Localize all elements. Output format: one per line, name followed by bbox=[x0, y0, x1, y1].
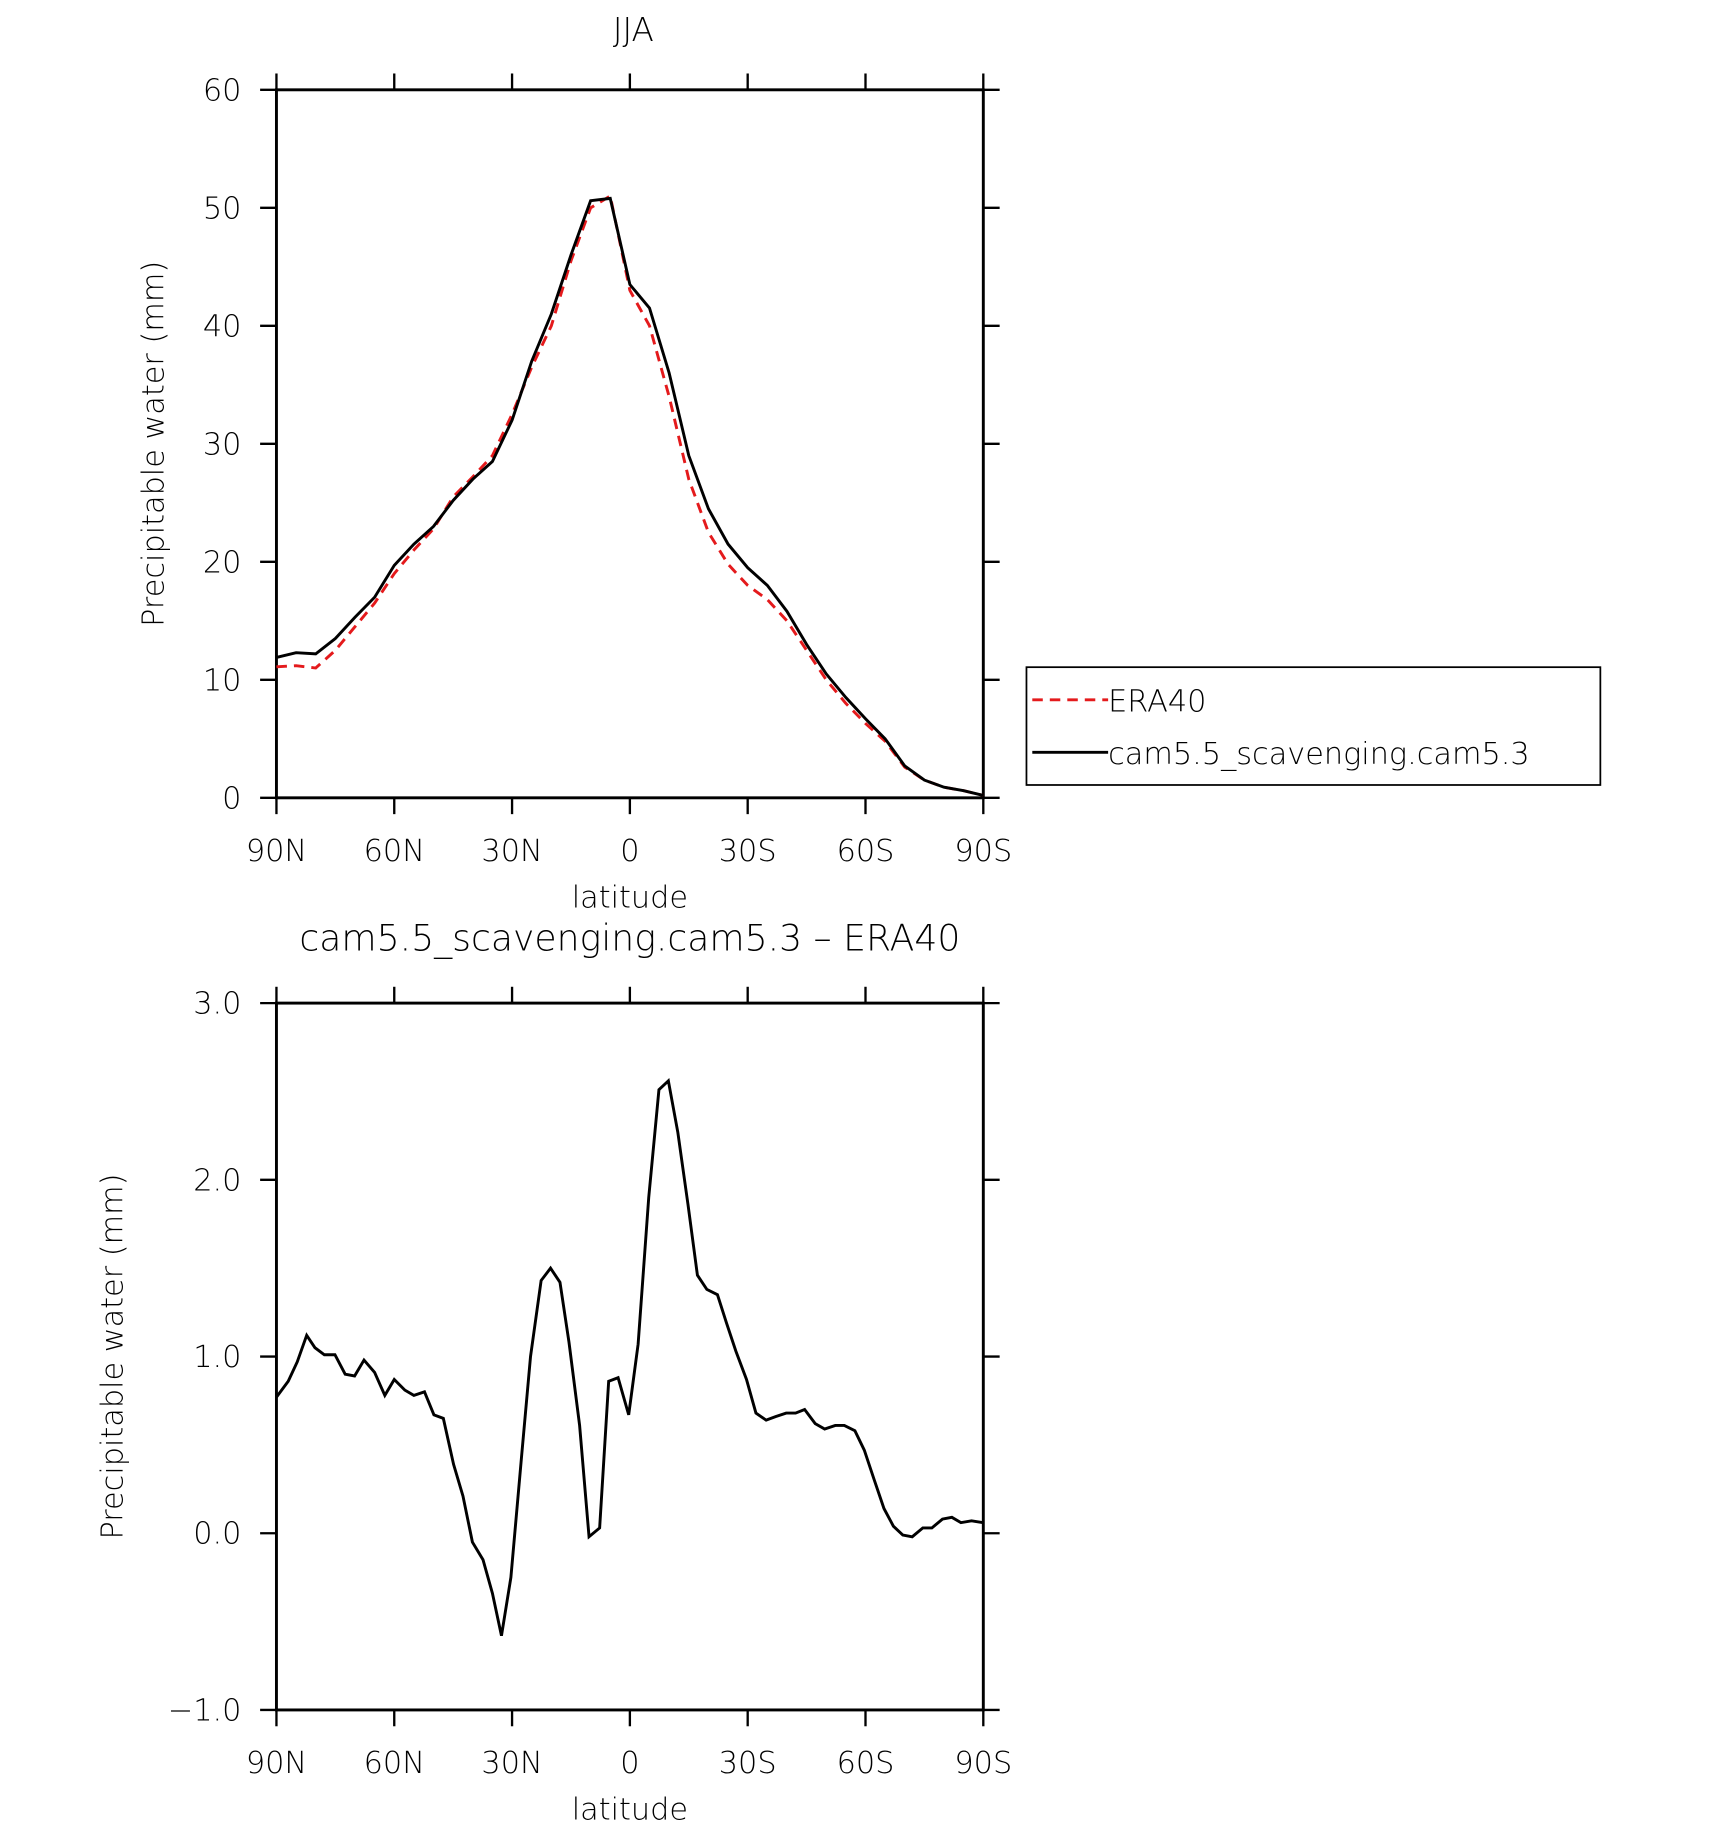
x-tick-label: 60N bbox=[364, 834, 425, 869]
x-tick-label: 90S bbox=[954, 1746, 1012, 1781]
x-axis-label: latitude bbox=[572, 1793, 688, 1828]
y-tick-label: 50 bbox=[203, 191, 242, 226]
x-tick-label: 30N bbox=[481, 1746, 542, 1781]
plot-frame bbox=[274, 1001, 985, 1712]
x-tick-label: 90N bbox=[246, 1746, 307, 1781]
data-line bbox=[275, 1077, 984, 1637]
x-tick-label: 90N bbox=[246, 834, 307, 869]
y-tick-label: 0.0 bbox=[193, 1517, 241, 1552]
y-tick-label: 3.0 bbox=[193, 987, 241, 1022]
x-tick-label: 30S bbox=[719, 1746, 777, 1781]
x-tick-label: 0 bbox=[620, 1746, 639, 1781]
x-tick-label: 60S bbox=[837, 834, 895, 869]
y-tick-label: 1.0 bbox=[193, 1340, 241, 1375]
plot-frame bbox=[274, 88, 985, 800]
data-line bbox=[276, 196, 984, 797]
y-tick-label: 60 bbox=[203, 73, 242, 108]
y-tick-label: 20 bbox=[203, 545, 242, 580]
y-tick-label: 30 bbox=[203, 427, 242, 462]
x-tick-label: 60S bbox=[837, 1746, 895, 1781]
y-tick-label: 0 bbox=[222, 781, 241, 816]
legend-label: ERA40 bbox=[1108, 685, 1206, 720]
y-tick-label: 40 bbox=[203, 309, 242, 344]
chart-title: JJA bbox=[613, 11, 654, 49]
x-tick-label: 0 bbox=[620, 834, 639, 869]
x-tick-label: 30N bbox=[481, 834, 542, 869]
y-axis-label: Precipitable water (mm) bbox=[95, 1173, 130, 1539]
legend-label: cam5.5_scavenging.cam5.3 bbox=[1108, 737, 1530, 772]
x-tick-label: 30S bbox=[719, 834, 777, 869]
x-axis-label: latitude bbox=[572, 880, 688, 915]
chart-title: cam5.5_scavenging.cam5.3 – ERA40 bbox=[299, 917, 960, 960]
y-tick-label: 10 bbox=[203, 663, 242, 698]
x-tick-label: 60N bbox=[364, 1746, 425, 1781]
data-line bbox=[276, 193, 984, 797]
legend-box bbox=[1025, 666, 1602, 786]
y-axis-label: Precipitable water (mm) bbox=[136, 261, 171, 627]
y-tick-label: 2.0 bbox=[193, 1163, 241, 1198]
y-tick-label: −1.0 bbox=[168, 1693, 242, 1728]
x-tick-label: 90S bbox=[954, 834, 1012, 869]
